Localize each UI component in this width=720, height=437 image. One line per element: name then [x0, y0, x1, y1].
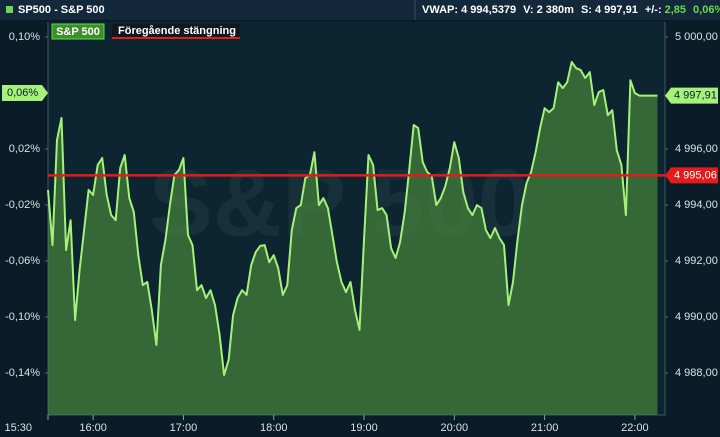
header-stats: VWAP: 4 994,5379 V: 2 380m S: 4 997,91 +/-:…	[422, 4, 720, 16]
x-tick-label: 18:00	[260, 422, 288, 434]
y-tick-label: -0,02%	[5, 199, 40, 211]
header-stat: 0,06%	[693, 4, 720, 16]
reference-tag	[665, 167, 718, 184]
last-change-label: 0,06%	[7, 87, 38, 99]
x-tick-label: 20:00	[441, 422, 469, 434]
last-value-tag	[665, 87, 718, 104]
y2-tick-label: 4 994,00	[675, 199, 718, 211]
area	[48, 62, 658, 415]
x-tick-label: 16:00	[79, 422, 107, 434]
header-symbol: SP500 - S&P 500	[18, 4, 105, 16]
y2-tick-label: 4 990,00	[675, 311, 718, 323]
legend-box	[112, 24, 240, 39]
legend-box	[51, 23, 105, 40]
y-tick-label: -0,14%	[5, 367, 40, 379]
header-stat: V: 2 380m	[523, 4, 574, 16]
y2-tick-label: 4 988,00	[675, 367, 718, 379]
legend-label: S&P 500	[56, 26, 100, 38]
x-tick-label: 22:00	[621, 422, 649, 434]
last-value-label: 4 997,91	[674, 90, 717, 102]
reference-tag-label: 4 995,06	[674, 169, 717, 181]
last-change-tag	[2, 84, 48, 101]
header-bar	[0, 0, 720, 20]
x-tick-label: 17:00	[170, 422, 198, 434]
header-icon	[6, 6, 13, 13]
y2-tick-label: 4 992,00	[675, 255, 718, 267]
x-tick-label: 21:00	[531, 422, 559, 434]
header-stat: 2,85	[665, 4, 686, 16]
header-stat: +/-:	[645, 4, 662, 16]
y-tick-label: -0,10%	[5, 311, 40, 323]
header-stat: VWAP: 4 994,5379	[422, 4, 516, 16]
legend-label: Föregående stängning	[118, 25, 236, 37]
header-stat: S: 4 997,91	[581, 4, 638, 16]
x-tick-label: 19:00	[350, 422, 378, 434]
y-tick-label: 0,10%	[9, 31, 40, 43]
line	[47, 61, 658, 376]
y2-tick-label: 5 000,00	[675, 31, 718, 43]
x-tick-label: 15:30	[4, 422, 32, 434]
y2-tick-label: 4 996,00	[675, 143, 718, 155]
y-tick-label: 0,02%	[9, 143, 40, 155]
y-tick-label: -0,06%	[5, 255, 40, 267]
